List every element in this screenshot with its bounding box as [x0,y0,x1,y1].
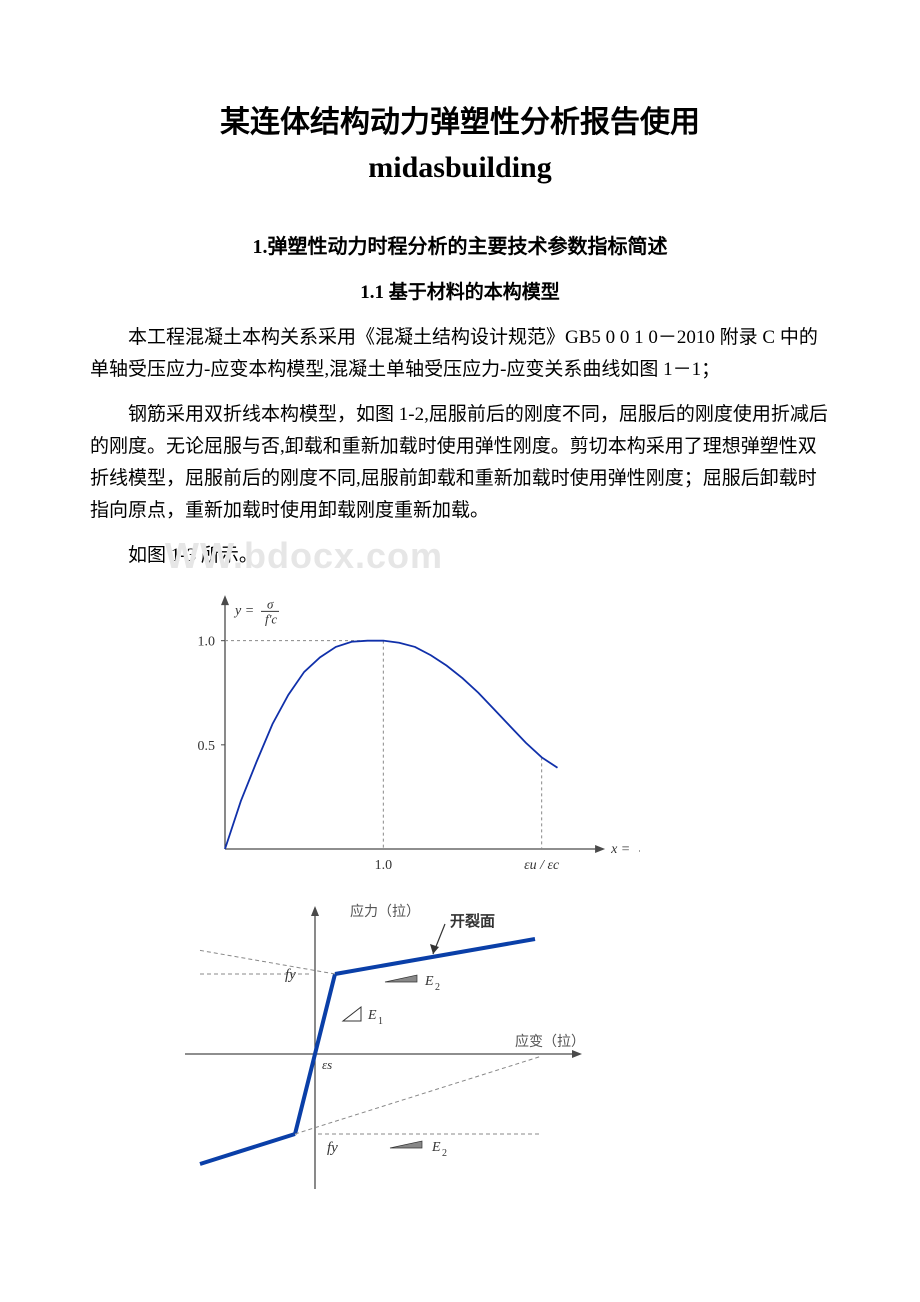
svg-text:εu / εc: εu / εc [524,858,560,873]
svg-text:0.5: 0.5 [198,739,216,754]
svg-text:E: E [367,1008,377,1023]
document-title: 某连体结构动力弹塑性分析报告使用 midasbuilding [90,100,830,190]
steel-bilinear-chart: 应力（拉）应变（拉）开裂面fyfyεsE1E2E2 [170,894,630,1204]
svg-text:2: 2 [435,982,440,993]
figure-1-1: 0.51.01.0εu / εcy = σf'cx = εεc [170,584,830,884]
subsection-1-1-heading: 1.1 基于材料的本构模型 [90,277,830,304]
watermark-text: WW.bdocx.com [165,535,443,577]
svg-text:x =: x = [610,842,630,857]
svg-text:fy: fy [327,1140,338,1156]
svg-text:应变（拉）: 应变（拉） [515,1033,585,1050]
svg-text:开裂面: 开裂面 [450,912,495,930]
title-line-1: 某连体结构动力弹塑性分析报告使用 [220,106,700,139]
svg-text:E: E [424,974,434,989]
concrete-stress-strain-chart: 0.51.01.0εu / εcy = σf'cx = εεc [170,584,640,884]
paragraph-1: 本工程混凝土本构关系采用《混凝土结构设计规范》GB5 0 0 1 0－2010 … [90,322,830,387]
svg-text:σ: σ [267,596,274,611]
svg-text:1.0: 1.0 [198,635,216,650]
figure-1-2: 应力（拉）应变（拉）开裂面fyfyεsE1E2E2 [170,894,830,1204]
svg-text:f'c: f'c [265,611,277,626]
svg-text:εs: εs [322,1057,332,1072]
svg-text:y =: y = [233,603,254,618]
svg-text:fy: fy [285,967,296,983]
svg-text:应力（拉）: 应力（拉） [350,903,420,920]
svg-text:1.0: 1.0 [375,858,393,873]
title-line-2: midasbuilding [368,151,551,184]
svg-text:2: 2 [442,1148,447,1159]
section-1-heading: 1.弹塑性动力时程分析的主要技术参数指标简述 [90,230,830,259]
paragraph-2: 钢筋采用双折线本构模型，如图 1-2,屈服前后的刚度不同，屈服后的刚度使用折减后… [90,399,830,528]
svg-text:E: E [431,1140,441,1155]
svg-text:1: 1 [378,1016,383,1027]
